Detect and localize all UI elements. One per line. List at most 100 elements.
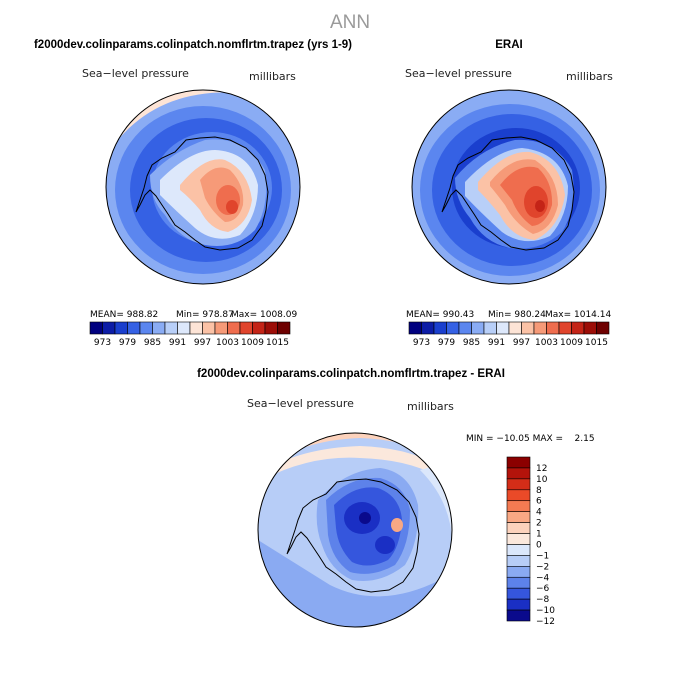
erai-map-high-4 [524, 186, 548, 218]
difference-colorbar-cell [506, 598, 531, 611]
difference-colorbar-tick-label: −2 [536, 562, 549, 572]
model-map-border [105, 89, 301, 285]
model-polar-map [106, 90, 300, 284]
difference-polar-map [258, 433, 452, 627]
erai-colorbar-tick-label: 1009 [560, 338, 583, 348]
erai-colorbar-tick-label: 991 [488, 338, 505, 348]
model-colorbar-cell [152, 321, 166, 335]
erai-colorbar [408, 321, 610, 335]
erai-map-border [411, 89, 607, 285]
difference-map-neutral-band [262, 446, 450, 485]
difference-colorbar-cell [506, 478, 531, 491]
model-colorbar-cell [127, 321, 141, 335]
difference-map-positive-spot [391, 518, 403, 532]
erai-colorbar-cell [583, 321, 597, 335]
erai-max-stat: Max= 1014.14 [545, 310, 611, 320]
erai-colorbar-tick-label: 997 [513, 338, 530, 348]
difference-units-label: millibars [407, 400, 454, 413]
erai-colorbar-cell [596, 321, 610, 335]
model-colorbar-cell [252, 321, 266, 335]
erai-units-label: millibars [566, 70, 613, 83]
erai-colorbar-cell [558, 321, 572, 335]
model-colorbar-cell [114, 321, 128, 335]
difference-colorbar-cell [506, 587, 531, 600]
model-colorbar-ticks: 973 979 985 991 997 1003 1009 1015 [94, 338, 289, 348]
model-colorbar-tick-label: 979 [119, 338, 136, 348]
difference-colorbar-cell [506, 511, 531, 523]
erai-colorbar-tick-label: 985 [463, 338, 480, 348]
difference-panel-title: f2000dev.colinparams.colinpatch.nomflrtm… [197, 368, 505, 380]
model-units-label: millibars [249, 70, 296, 83]
erai-colorbar-cell [433, 321, 447, 335]
model-mean-stat: MEAN= 988.82 [90, 310, 158, 320]
model-colorbar-tick-label: 1009 [241, 338, 264, 348]
model-colorbar-cell [102, 321, 116, 335]
erai-colorbar-cell [408, 321, 422, 335]
erai-min-stat: Min= 980.24 [488, 310, 546, 320]
difference-panel: f2000dev.colinparams.colinpatch.nomflrtm… [197, 368, 595, 628]
erai-colorbar-cell [446, 321, 460, 335]
model-map-high-4 [226, 200, 238, 214]
difference-colorbar-tick-label: 2 [536, 519, 542, 529]
difference-colorbar-cell [506, 544, 531, 556]
difference-colorbar-tick-label: 10 [536, 475, 548, 485]
difference-colorbar-cell [506, 489, 531, 502]
erai-colorbar-cell [458, 321, 472, 335]
model-colorbar-tick-label: 973 [94, 338, 111, 348]
erai-colorbar-cell [483, 321, 497, 335]
model-colorbar-cell [139, 321, 153, 335]
model-variable-label: Sea−level pressure [82, 67, 189, 80]
model-colorbar [89, 321, 291, 335]
erai-colorbar-cell [508, 321, 522, 335]
difference-colorbar-cell [506, 609, 531, 622]
difference-colorbar-tick-label: 0 [536, 540, 542, 550]
difference-map-border [257, 432, 453, 628]
difference-colorbar-tick-label: 6 [536, 497, 542, 507]
difference-colorbar-cell [506, 576, 531, 589]
difference-colorbar-cell [506, 467, 531, 480]
erai-colorbar-cell [521, 321, 535, 335]
difference-colorbar-cell [506, 522, 531, 534]
difference-map-low-4 [375, 536, 395, 554]
difference-colorbar-cell [506, 533, 531, 545]
erai-panel: ERAI Sea−level pressure millibars MEAN= … [405, 39, 613, 348]
erai-colorbar-cell [421, 321, 435, 335]
difference-colorbar-tick-label: 4 [536, 508, 542, 518]
difference-minmax-stat: MIN = −10.05 MAX = 2.15 [466, 434, 595, 444]
difference-colorbar-tick-label: −4 [536, 573, 550, 583]
erai-map-high-5 [535, 200, 545, 212]
erai-colorbar-cell [496, 321, 510, 335]
erai-panel-title: ERAI [495, 39, 522, 51]
model-colorbar-tick-label: 991 [169, 338, 186, 348]
erai-map-coastline [441, 136, 575, 251]
difference-colorbar-tick-label: −10 [536, 606, 555, 616]
model-map-coastline [135, 136, 269, 251]
difference-colorbar-cell [506, 500, 531, 512]
erai-colorbar-tick-label: 1015 [585, 338, 608, 348]
difference-map-low-5 [359, 512, 371, 524]
model-colorbar-cell [264, 321, 278, 335]
model-colorbar-cell [189, 321, 203, 335]
model-min-stat: Min= 978.87 [176, 310, 234, 320]
model-colorbar-tick-label: 997 [194, 338, 211, 348]
difference-variable-label: Sea−level pressure [247, 397, 354, 410]
erai-colorbar-ticks: 973 979 985 991 997 1003 1009 1015 [413, 338, 608, 348]
model-colorbar-cell [202, 321, 216, 335]
difference-colorbar-tick-label: −8 [536, 595, 550, 605]
model-colorbar-tick-label: 1003 [216, 338, 239, 348]
erai-variable-label: Sea−level pressure [405, 67, 512, 80]
model-colorbar-cell [214, 321, 228, 335]
erai-colorbar-tick-label: 979 [438, 338, 455, 348]
model-colorbar-tick-label: 985 [144, 338, 161, 348]
erai-colorbar-cell [546, 321, 560, 335]
difference-map-coastline [286, 478, 420, 593]
difference-colorbar-cell [506, 456, 531, 469]
model-panel: f2000dev.colinparams.colinpatch.nomflrtm… [34, 39, 352, 348]
difference-colorbar-tick-label: 12 [536, 464, 547, 474]
difference-colorbar-tick-label: 8 [536, 486, 542, 496]
model-colorbar-tick-label: 1015 [266, 338, 289, 348]
model-colorbar-cell [227, 321, 241, 335]
difference-colorbar-cell [506, 566, 531, 578]
